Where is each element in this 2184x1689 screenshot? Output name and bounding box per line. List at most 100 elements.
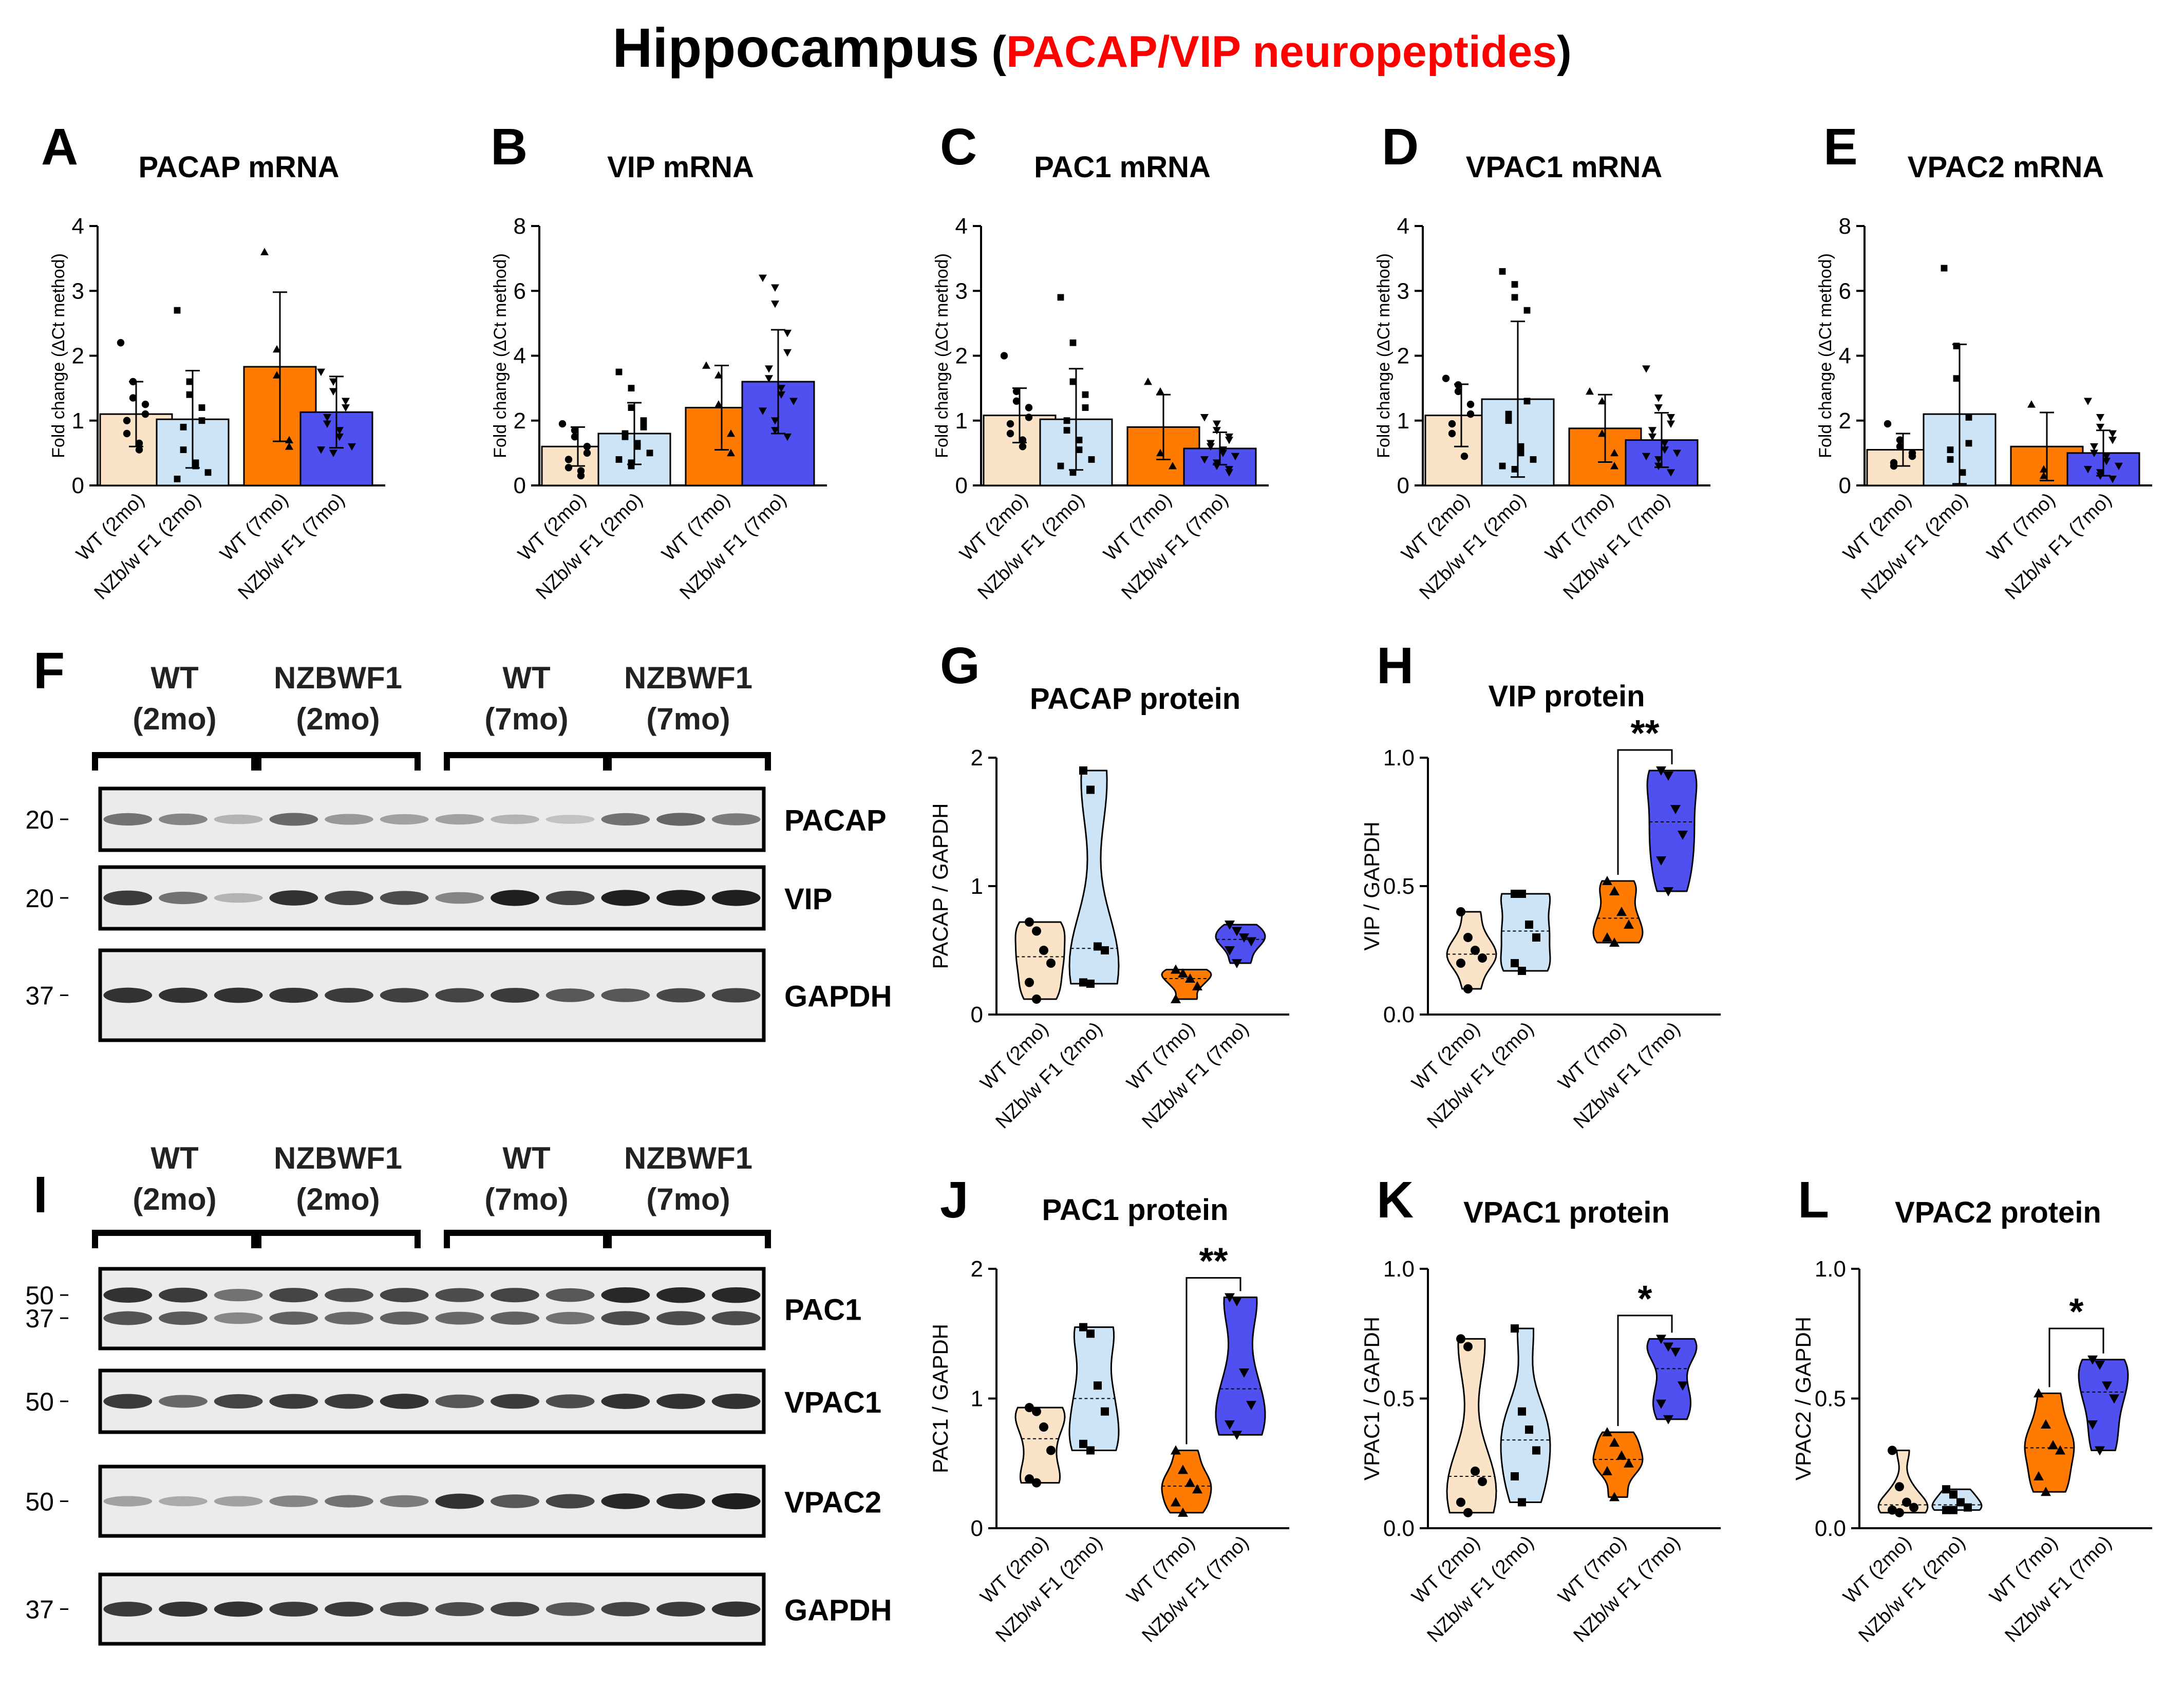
data-point [1518,967,1526,975]
data-point [1624,919,1634,929]
blot-group-age: (2mo) [133,1182,216,1216]
data-point [1884,420,1892,428]
panel-letter: A [41,118,78,176]
data-point [1019,443,1027,451]
data-point [1456,1497,1465,1507]
y-tick-label: 2 [971,745,983,771]
data-point [771,417,779,425]
blot-band [491,1494,539,1508]
blot-strip-frame [98,1267,766,1350]
data-point [1654,462,1663,471]
blot-strip-frame [98,786,766,852]
blot-band [159,813,208,825]
data-point [2102,1381,2112,1391]
blot-strip: GAPDH 37 [25,948,892,1042]
data-point [783,433,792,441]
data-point [777,391,785,399]
data-point [1602,876,1612,885]
data-point [1200,456,1209,464]
blot-band [711,890,761,906]
data-point [1200,414,1209,422]
data-point [765,365,773,373]
data-point [1006,420,1014,428]
chart-title: PACAP protein [1030,682,1240,716]
data-point [702,361,710,369]
data-point [1896,443,1904,451]
significance-label: ** [1199,1241,1228,1282]
data-point [1039,946,1048,955]
y-tick-label: 6 [1839,278,1851,304]
y-tick-label: 3 [1397,278,1409,304]
data-point [2041,1487,2051,1496]
blot-band [711,988,761,1003]
data-point [335,427,344,435]
data-point [141,400,149,408]
data-point [2048,1440,2058,1450]
data-point [1239,1368,1249,1378]
blot-band [103,1602,153,1617]
data-point [329,388,337,396]
data-point [1941,265,1948,272]
data-point [1192,981,1202,990]
data-point [1947,456,1954,463]
data-point [1063,427,1070,434]
blot-strip-label: GAPDH [784,1594,892,1627]
data-point [1006,429,1014,438]
data-point [1602,932,1612,942]
data-point [1448,429,1456,438]
blot-group-age: (2mo) [133,702,216,736]
data-point [571,433,579,441]
y-tick-label: 8 [514,214,526,239]
data-point [1505,410,1512,418]
data-point [1511,890,1519,898]
blot-band [711,1394,761,1409]
data-point [2102,453,2111,461]
blot-group-age: (7mo) [646,702,730,736]
blot-band [103,890,153,906]
blot-band [656,813,705,826]
data-point [1667,414,1675,422]
significance-label: * [2069,1291,2083,1333]
blot-group-name: WT [502,1141,550,1175]
data-point [1032,926,1041,936]
data-point [1624,1458,1634,1468]
data-point [2108,430,2117,438]
data-point [1518,1498,1526,1507]
blot-group-age: (2mo) [296,702,380,736]
blot-band [103,1496,153,1507]
data-point [1517,443,1524,450]
data-point [198,404,205,411]
data-point [174,307,181,314]
data-point [1478,1477,1487,1487]
data-point [1896,436,1904,444]
data-point [615,456,623,463]
data-point [317,368,325,377]
blot-band [711,1287,761,1303]
data-point [1192,1484,1202,1494]
data-point [1046,959,1056,968]
data-point [789,398,798,405]
blot-strip: GAPDH 37 [25,1572,892,1646]
blot-band [103,813,153,826]
data-point [1902,1497,1911,1507]
data-point [583,449,591,457]
y-tick-label: 3 [72,278,84,304]
y-tick-label: 0.0 [1383,1002,1415,1027]
data-point [1456,907,1465,916]
blot-band [159,1311,208,1325]
panel-letter: J [940,1171,969,1229]
data-point [1642,453,1650,461]
data-point [2055,1445,2065,1455]
blot-band [656,1394,705,1409]
blot-band [656,1287,705,1303]
y-tick-label: 2 [514,408,526,434]
significance-bracket [1617,1315,1673,1427]
data-point [558,420,567,428]
data-point [1086,980,1095,988]
blot-group-age: (7mo) [646,1182,730,1216]
blot-band [214,1289,263,1302]
violin [1646,770,1698,892]
significance-bracket [2048,1327,2104,1387]
y-tick-label: 1 [72,408,84,434]
data-point [1086,1329,1095,1338]
